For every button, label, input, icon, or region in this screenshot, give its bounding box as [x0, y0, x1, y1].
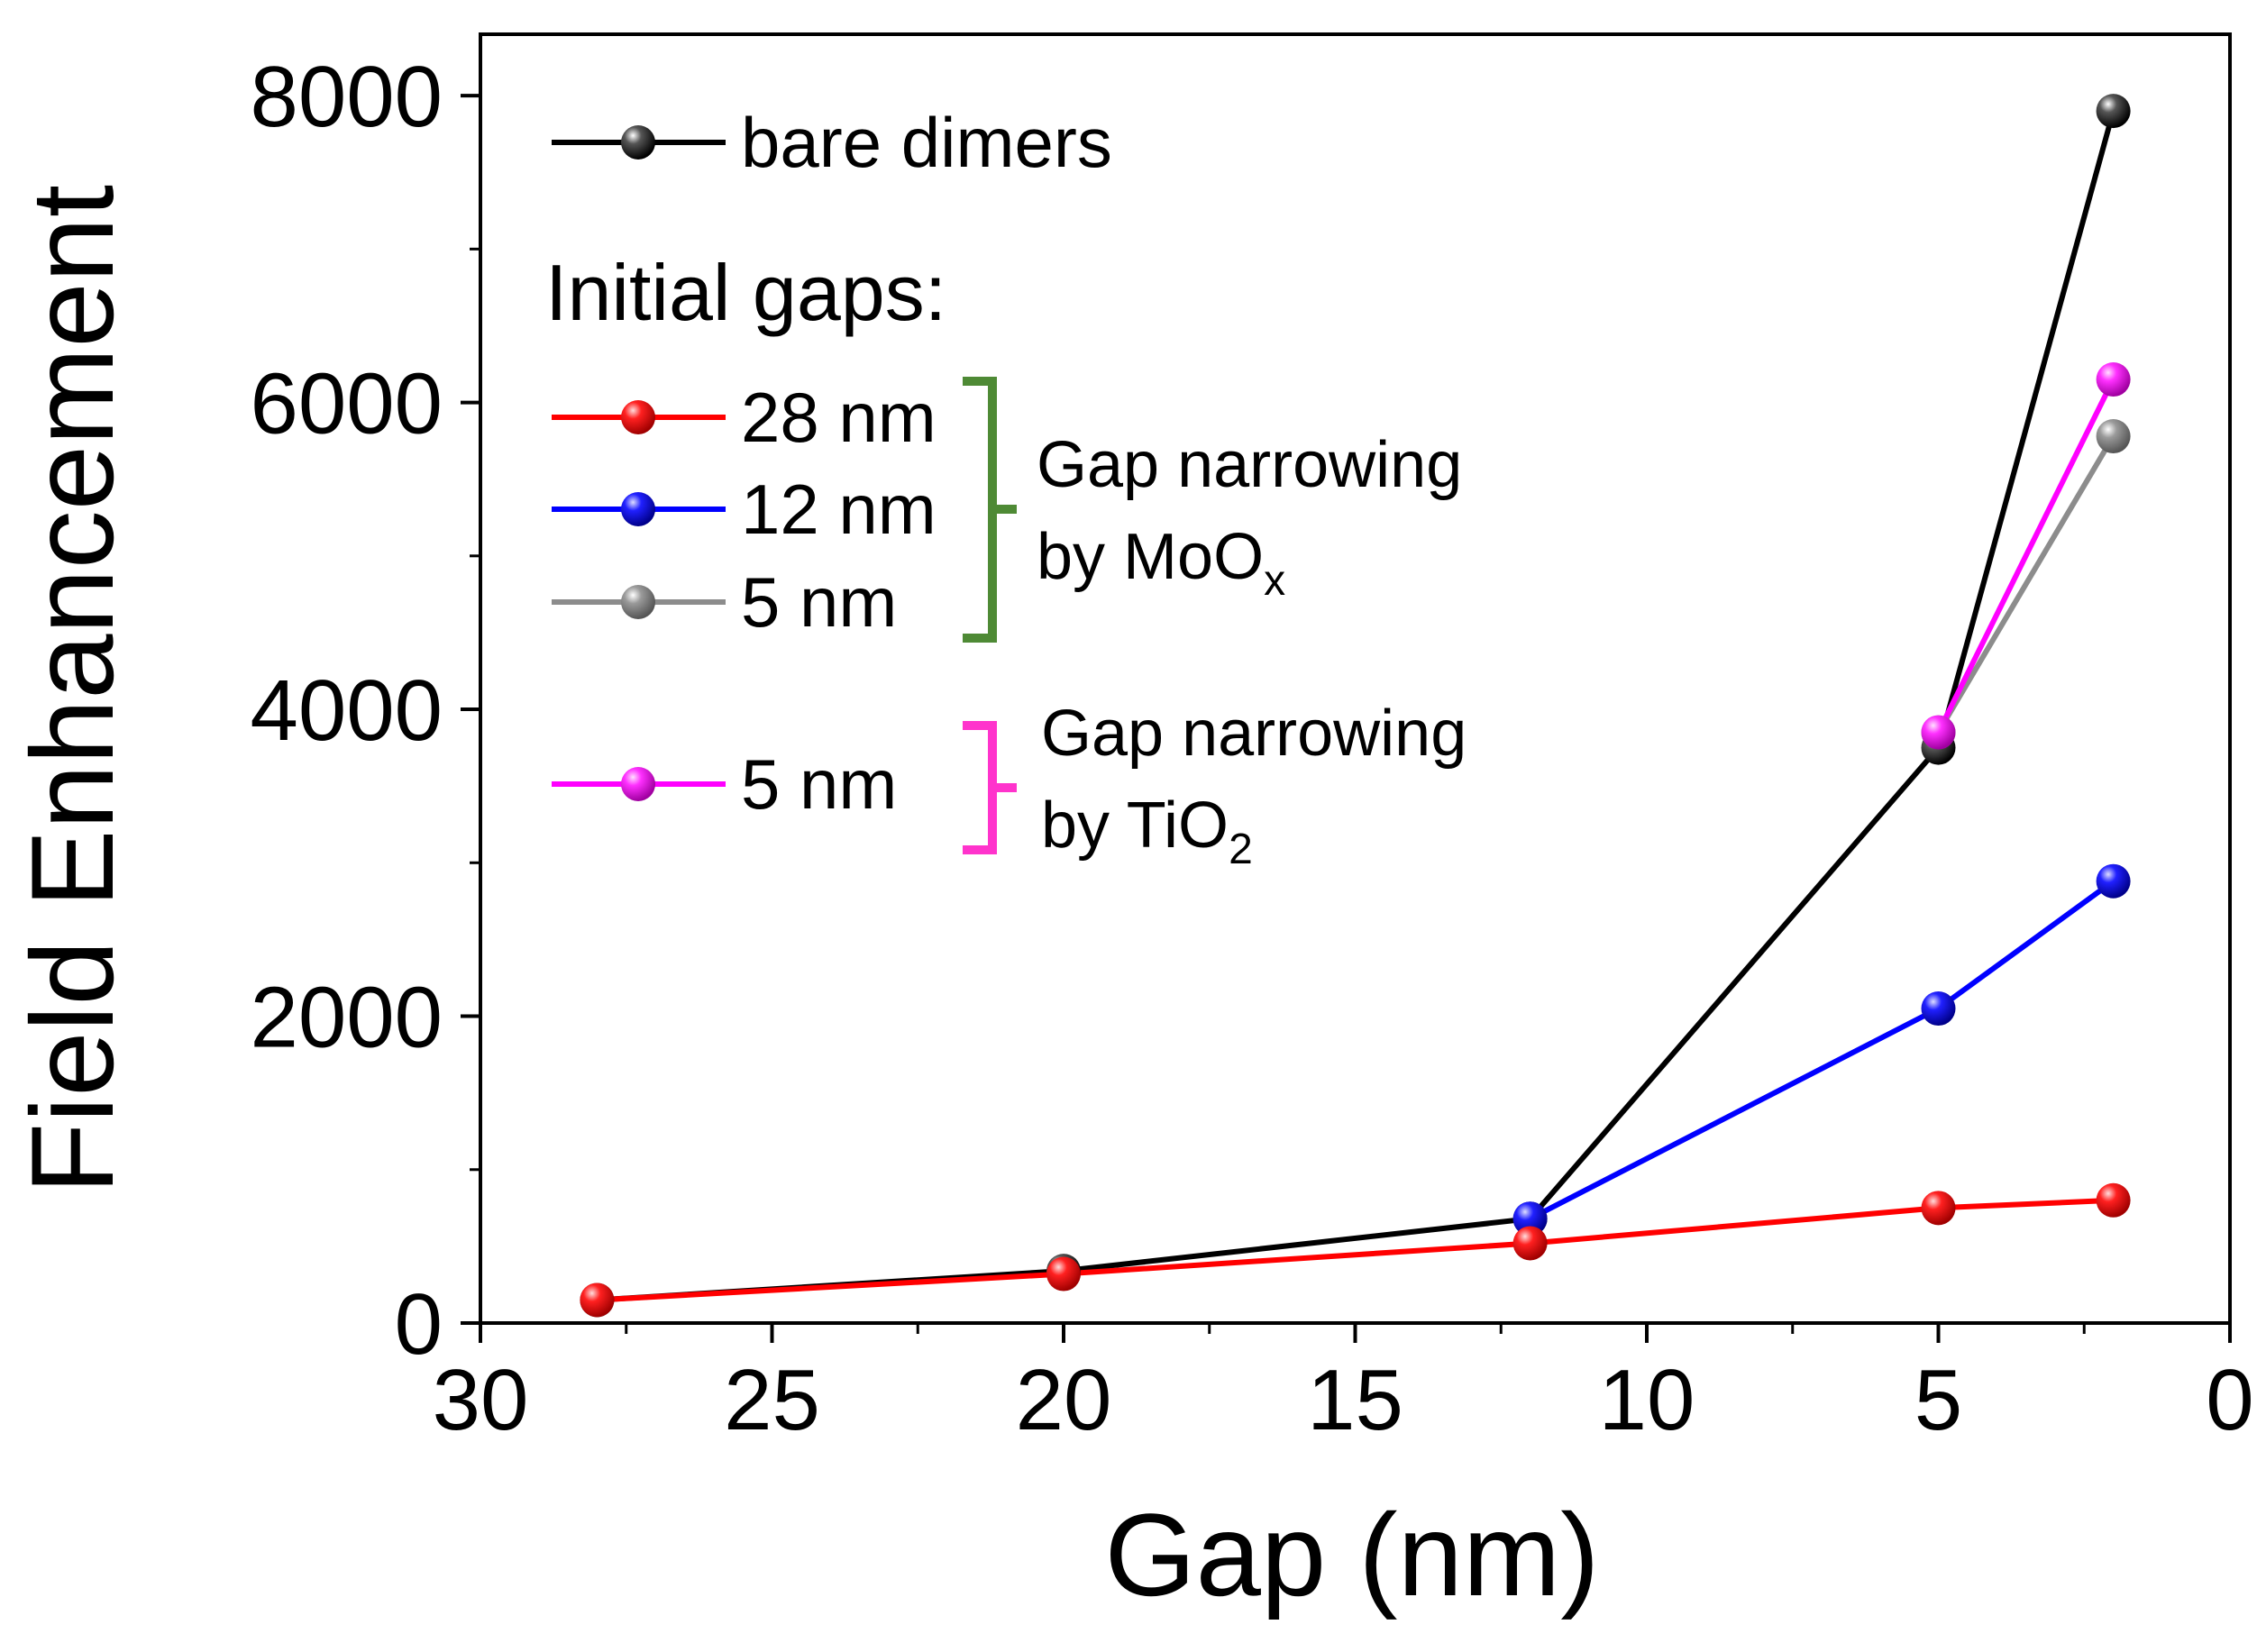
bracket-tio2: [963, 721, 1017, 854]
legend-label-2: 12 nm: [741, 470, 937, 549]
series-line-1: [597, 1197, 2114, 1303]
marker-series-1-4: [2096, 1182, 2131, 1218]
y-tick-label-6000: 6000: [250, 356, 443, 452]
legend-marker-4: [621, 767, 655, 801]
y-tick-label-0: 0: [395, 1276, 443, 1373]
y-axis-title: Field Enhancement: [6, 185, 138, 1194]
series-markers: [580, 94, 2131, 1318]
y-tick-label-2000: 2000: [250, 970, 443, 1066]
x-tick-label-10: 10: [1599, 1352, 1695, 1448]
annotation-moox-main: by MoO: [1037, 521, 1264, 593]
x-tick-label-15: 15: [1307, 1352, 1403, 1448]
x-tick-label-25: 25: [724, 1352, 820, 1448]
y-tick-label-4000: 4000: [250, 662, 443, 759]
x-tick-label-30: 30: [433, 1352, 529, 1448]
marker-series-2-0: [1512, 1201, 1548, 1237]
marker-series-2-2: [2096, 863, 2131, 899]
marker-series-1-2: [1512, 1226, 1548, 1261]
annotation-moox-line2: by MoOx: [1037, 521, 1285, 605]
annotation-moox-line1: Gap narrowing: [1037, 429, 1462, 501]
annotation-tio2-line2: by TiO2: [1041, 789, 1253, 873]
bracket-moox: [963, 377, 1017, 643]
axis-tick-labels: 30 25 20 15 10 5 0 0 2000 4000 6000 8000: [250, 49, 2253, 1448]
x-tick-label-20: 20: [1016, 1352, 1112, 1448]
series-line-4: [1935, 378, 2116, 734]
marker-series-4-1: [2096, 362, 2131, 397]
axis-ticks: [461, 94, 2232, 1343]
series-line-2: [1529, 879, 2115, 1221]
marker-series-0-4: [2096, 94, 2131, 129]
legend-label-4: 5 nm: [741, 744, 897, 824]
legend-label-0: bare dimers: [741, 103, 1112, 182]
legend-marker-1: [621, 400, 655, 434]
annotation-moox-sub: x: [1264, 557, 1285, 605]
legend: bare dimers 28 nm 12 nm 5 nm 5 nm: [552, 103, 1112, 824]
marker-series-4-0: [1921, 715, 1956, 750]
marker-series-1-0: [580, 1282, 615, 1318]
legend-label-3: 5 nm: [741, 562, 897, 642]
annotation-tio2-sub: 2: [1229, 826, 1253, 873]
x-axis-title: Gap (nm): [1104, 1489, 1599, 1620]
y-tick-label-8000: 8000: [250, 49, 443, 145]
annotation-tio2-line1: Gap narrowing: [1041, 698, 1467, 770]
legend-heading: Initial gaps:: [545, 248, 946, 337]
legend-marker-3: [621, 585, 655, 619]
annotation-tio2-main: by TiO: [1041, 789, 1229, 862]
marker-series-1-3: [1921, 1191, 1956, 1226]
marker-series-3-1: [2096, 419, 2131, 454]
x-tick-label-5: 5: [1914, 1352, 1962, 1448]
legend-marker-2: [621, 492, 655, 526]
legend-label-1: 28 nm: [741, 378, 937, 457]
marker-series-1-1: [1046, 1256, 1081, 1291]
annotation-tio2: Gap narrowing by TiO2: [963, 698, 1467, 873]
annotation-moox: Gap narrowing by MoOx: [963, 377, 1462, 643]
series-line-3: [1935, 434, 2116, 735]
legend-marker-0: [621, 125, 655, 160]
x-tick-label-0: 0: [2206, 1352, 2253, 1448]
marker-series-2-1: [1921, 991, 1956, 1027]
